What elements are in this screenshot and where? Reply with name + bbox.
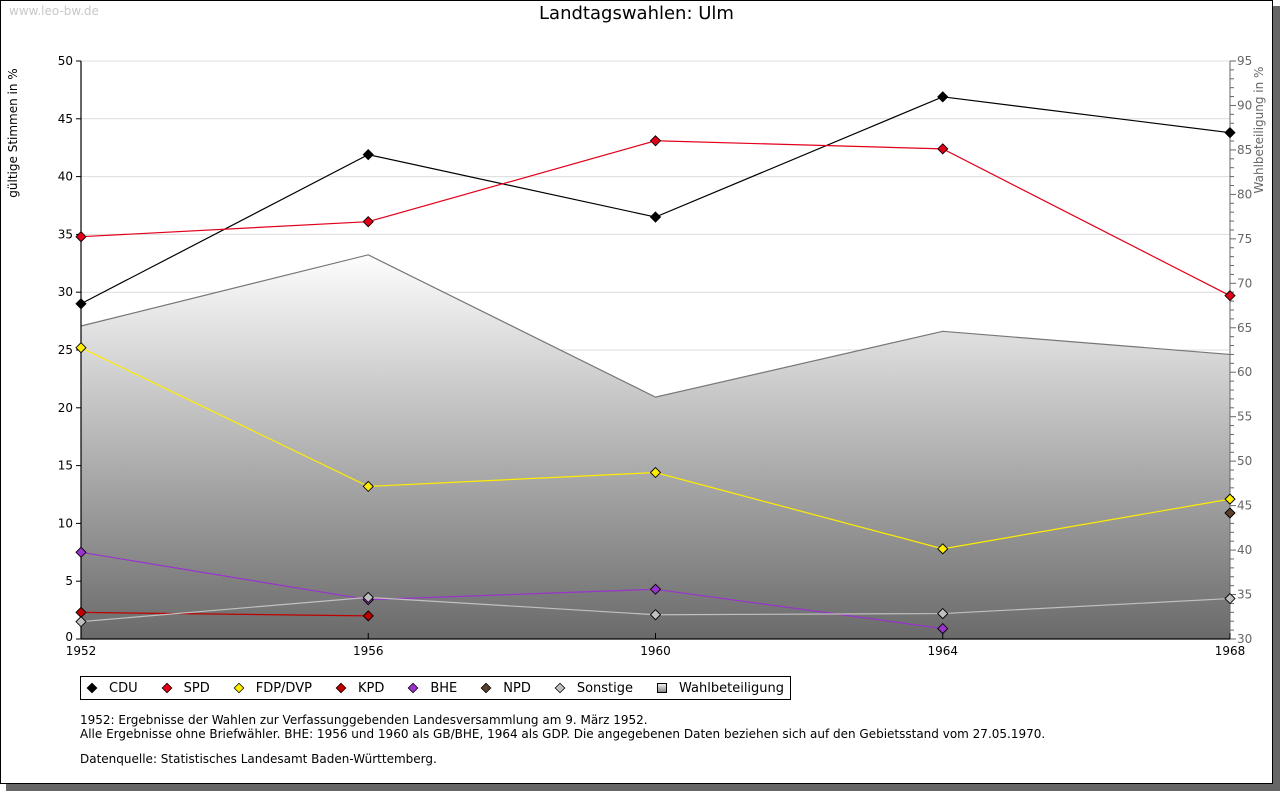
- legend-label: SPD: [183, 680, 210, 696]
- point-cdu-1952: [75, 298, 87, 310]
- legend-label: Sonstige: [576, 680, 634, 696]
- point-spd-1968: [1224, 290, 1236, 302]
- y2-tick-label: 85: [1237, 143, 1252, 157]
- legend-item-fdp-dvp: FDP/DVP: [233, 680, 312, 696]
- y2-tick-label: 55: [1237, 410, 1252, 424]
- series-line-bhe: [80, 551, 943, 630]
- point-sonstige-1960: [649, 609, 662, 621]
- point-bhe-1960: [649, 583, 662, 595]
- point-fdp-dvp-1964: [937, 543, 949, 555]
- legend-label: CDU: [109, 680, 138, 696]
- y2-tick-label: 80: [1237, 187, 1252, 201]
- legend-diamond-icon: [480, 682, 492, 694]
- y2-axis-label: Wahlbeteiligung in %: [1252, 67, 1266, 194]
- turnout-area-fill: [81, 254, 1230, 640]
- point-cdu-1968: [1224, 127, 1236, 139]
- legend-label: BHE: [430, 680, 458, 696]
- y-tick-label: 0: [65, 630, 73, 644]
- frame-shadow-right: [1273, 6, 1280, 791]
- legend-label: Wahlbeteiligung: [679, 680, 785, 696]
- legend-diamond-icon: [161, 682, 172, 694]
- point-cdu-1956: [362, 148, 374, 161]
- legend-diamond-icon: [408, 682, 419, 694]
- legend-label: FDP/DVP: [255, 680, 312, 696]
- y-tick-label: 50: [58, 54, 73, 68]
- data-source: Datenquelle: Statistisches Landesamt Bad…: [80, 752, 437, 766]
- series-line-kpd: [80, 611, 369, 617]
- y2-tick-label: 70: [1237, 276, 1252, 290]
- legend-item-wahlbeteiligung: Wahlbeteiligung: [657, 681, 784, 696]
- point-fdp-dvp-1968: [1224, 493, 1236, 505]
- y2-tick-label: 60: [1237, 365, 1252, 379]
- point-sonstige-1952: [75, 616, 87, 628]
- y2-tick-label: 45: [1237, 499, 1252, 513]
- point-npd-1968: [1224, 507, 1236, 519]
- point-cdu-1960: [649, 211, 662, 223]
- x-tick-label: 1968: [1215, 644, 1246, 658]
- y2-tick-label: 30: [1237, 632, 1252, 646]
- point-bhe-1952: [75, 546, 87, 558]
- legend-item-cdu: CDU: [86, 680, 138, 696]
- legend-label: NPD: [503, 680, 531, 696]
- legend-diamond-icon: [554, 682, 566, 694]
- x-tick-label: 1960: [640, 644, 671, 658]
- y2-tick-label: 65: [1237, 321, 1252, 335]
- point-cdu-1964: [937, 91, 949, 103]
- y-tick-label: 5: [65, 574, 73, 588]
- x-tick-label: 1956: [353, 644, 384, 658]
- point-spd-1964: [937, 143, 949, 155]
- point-sonstige-1968: [1224, 592, 1236, 605]
- watermark: www.leo-bw.de: [9, 4, 99, 18]
- footnote-2: Alle Ergebnisse ohne Briefwähler. BHE: 1…: [80, 727, 1046, 741]
- series-line-cdu: [80, 96, 1231, 305]
- point-fdp-dvp-1952: [75, 342, 87, 354]
- y-tick-label: 45: [58, 112, 73, 126]
- point-fdp-dvp-1956: [362, 480, 374, 493]
- series-markers: [75, 91, 1236, 635]
- x-tick-label: 1964: [927, 644, 958, 658]
- y2-tick-label: 75: [1237, 232, 1252, 246]
- legend-diamond-icon: [86, 682, 98, 694]
- point-spd-1952: [75, 231, 87, 243]
- legend-item-spd: SPD: [161, 680, 210, 696]
- y-tick-label: 40: [58, 170, 73, 184]
- point-sonstige-1964: [937, 607, 949, 620]
- point-spd-1960: [649, 135, 662, 147]
- y-axis-label: gültige Stimmen in %: [6, 68, 20, 197]
- y2-tick-label: 50: [1237, 454, 1252, 468]
- y-tick-label: 25: [58, 343, 73, 357]
- y2-tick-label: 40: [1237, 543, 1252, 557]
- x-tick-label: 1952: [66, 644, 97, 658]
- y2-tick-label: 35: [1237, 588, 1252, 602]
- legend-label: KPD: [357, 680, 385, 696]
- legend-diamond-icon: [335, 682, 347, 694]
- legend-item-sonstige: Sonstige: [554, 680, 634, 696]
- frame-shadow-bottom: [6, 784, 1280, 791]
- point-fdp-dvp-1960: [649, 466, 662, 479]
- point-kpd-1956: [362, 610, 374, 622]
- point-spd-1956: [362, 216, 374, 228]
- chart-title: Landtagswahlen: Ulm: [539, 3, 734, 24]
- point-bhe-1964: [937, 622, 949, 635]
- turnout-area: [80, 254, 1231, 640]
- point-sonstige-1956: [362, 591, 374, 604]
- legend-diamond-icon: [233, 682, 245, 694]
- legend: CDU SPD FDP/DVP KPD BHE NPD Sonstige Wahlbeteil…: [80, 676, 792, 700]
- chart-plot: 0 5 10 15 20 25 30 35 40 45 50 30 35 40 45 50 55 60 65 70 75…: [6, 54, 1266, 658]
- legend-item-bhe: BHE: [408, 681, 457, 696]
- footnotes: 1952: Ergebnisse der Wahlen zur Verfassu…: [80, 713, 1045, 741]
- turnout-line: [80, 254, 1231, 398]
- y-tick-label: 35: [58, 227, 73, 241]
- y-tick-label: 10: [58, 516, 73, 530]
- legend-item-kpd: KPD: [335, 680, 385, 696]
- legend-item-npd: NPD: [480, 680, 531, 696]
- legend-square-icon: [657, 683, 668, 693]
- axes: 0 5 10 15 20 25 30 35 40 45 50 30 35 40 45 50 55 60 65 70 75…: [58, 54, 1253, 658]
- y-tick-label: 20: [58, 401, 73, 415]
- footnote-1: 1952: Ergebnisse der Wahlen zur Verfassu…: [80, 713, 648, 727]
- y-tick-label: 30: [58, 285, 73, 299]
- y2-tick-label: 90: [1237, 98, 1252, 112]
- y2-tick-label: 95: [1237, 54, 1252, 68]
- y-tick-label: 15: [58, 459, 73, 473]
